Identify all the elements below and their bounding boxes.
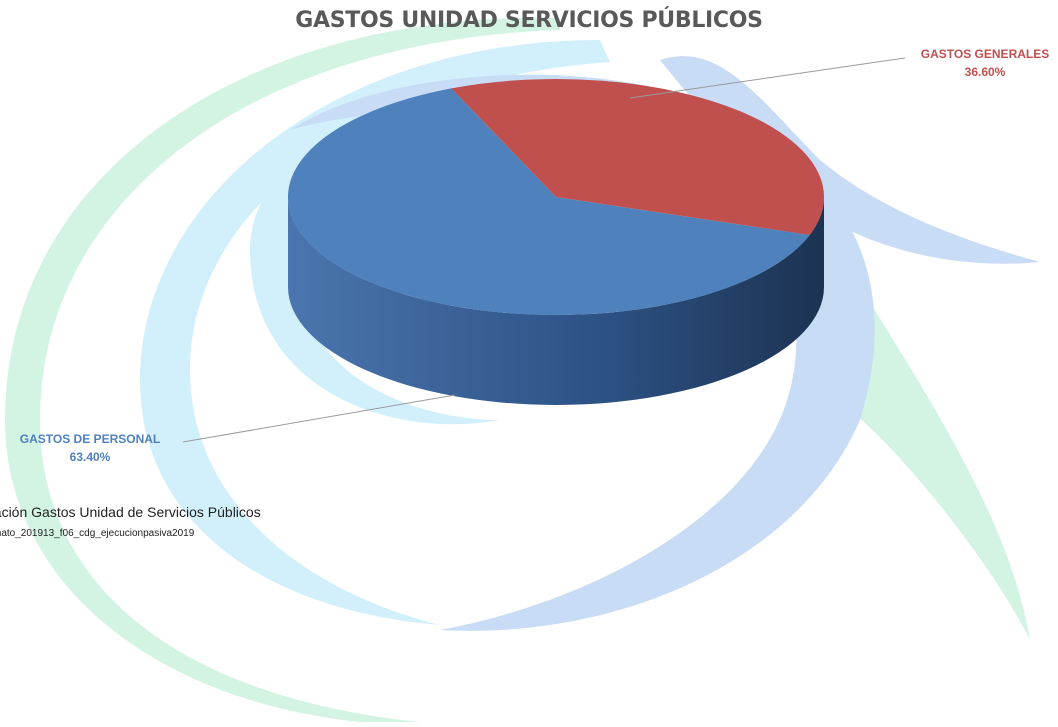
pie-leaders bbox=[182, 57, 906, 443]
slice-name-gastos-de-personal: GASTOS DE PERSONAL bbox=[19, 432, 161, 446]
pie-slice-gastos-de-personal bbox=[287, 88, 810, 316]
watermark-green-tail bbox=[850, 270, 1030, 640]
slice-name-gastos-generales: GASTOS GENERALES bbox=[920, 47, 1050, 61]
chart-title: GASTOS UNIDAD SERVICIOS PÚBLICOS bbox=[295, 8, 763, 33]
slice-value-gastos-de-personal: 63.40% bbox=[69, 450, 111, 464]
caption-source: mato_201913_f06_cdg_ejecucionpasiva2019 bbox=[0, 528, 195, 539]
pie-slice-gastos-generales bbox=[451, 79, 824, 235]
watermark-cyan-arc bbox=[140, 40, 610, 625]
leader-line-gastos-generales bbox=[629, 57, 906, 99]
pie-top bbox=[287, 79, 824, 316]
slice-label-gastos-generales: GASTOS GENERALES 36.60% bbox=[905, 45, 1058, 81]
pie-sides bbox=[288, 197, 824, 405]
leader-line-gastos-de-personal bbox=[182, 394, 456, 443]
pie-slice-side-gastos-de-personal bbox=[288, 197, 824, 405]
slice-label-gastos-de-personal: GASTOS DE PERSONAL 63.40% bbox=[15, 430, 165, 466]
slice-value-gastos-generales: 36.60% bbox=[964, 65, 1006, 79]
caption-title: pación Gastos Unidad de Servicios Públic… bbox=[0, 504, 261, 520]
watermark-blue-wing bbox=[660, 56, 1040, 264]
